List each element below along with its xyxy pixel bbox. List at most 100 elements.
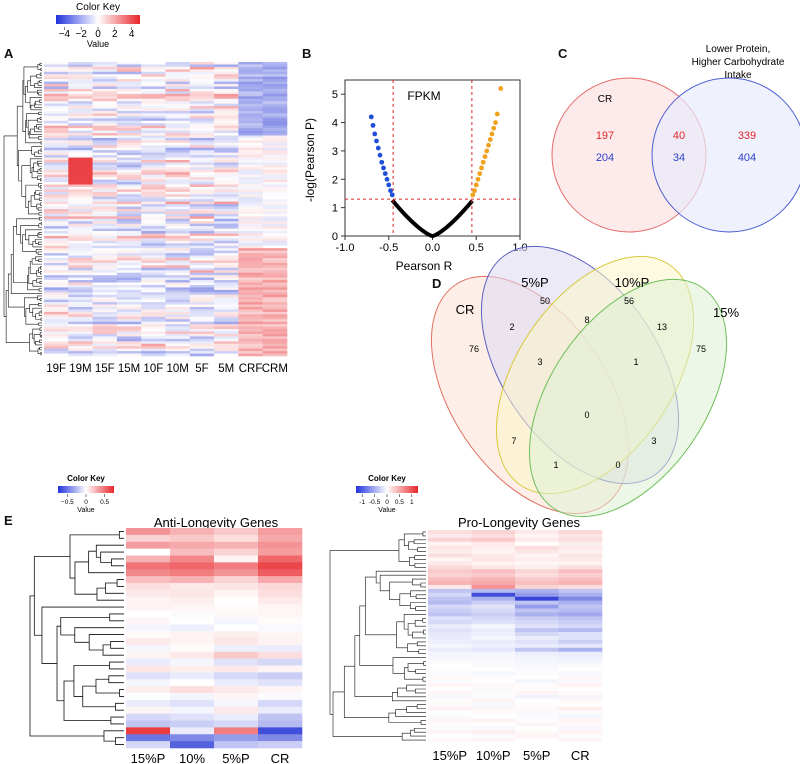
heatmap-a-cell	[44, 262, 69, 266]
heatmap-a-cell	[68, 314, 93, 318]
heatmap-a-cell	[68, 123, 93, 126]
venn4-label-5p: 5%P	[521, 275, 548, 290]
heatmap-a-cell	[116, 292, 142, 296]
heatmap-a-cell	[92, 162, 118, 166]
heatmap-a-cell	[262, 128, 288, 131]
heatmap-a-cell	[189, 204, 215, 207]
dendrogram-branch	[29, 595, 104, 737]
dendrogram-branch	[3, 135, 18, 317]
heatmap-a-cell	[92, 316, 118, 320]
heatmap-a-cell	[165, 262, 191, 266]
heatmap-a-cell	[116, 128, 142, 131]
heatmap-a-cell	[214, 326, 239, 330]
heatmap-a-cell	[68, 199, 93, 202]
pro-longevity-cell	[558, 581, 603, 586]
heatmap-a-cell	[141, 79, 166, 82]
heatmap-a-cell	[141, 346, 166, 349]
heatmap-a-cell	[189, 336, 215, 340]
heatmap-a-cell	[68, 250, 93, 254]
heatmap-a-cell	[68, 98, 93, 102]
heatmap-a-cell	[92, 86, 118, 90]
heatmap-a-cell	[165, 351, 191, 354]
heatmap-a-cell	[238, 204, 263, 207]
heatmap-a-cell	[141, 321, 166, 325]
pro-longevity-cell	[515, 679, 559, 684]
dendrogram-branch	[416, 704, 426, 709]
anti-longevity-cell	[258, 686, 303, 694]
heatmap-a-cell	[116, 262, 142, 266]
heatmap-a-cell	[238, 123, 263, 126]
heatmap-a-cell	[262, 284, 288, 288]
heatmap-a-cell	[116, 71, 142, 75]
heatmap-a-cell	[44, 267, 69, 271]
heatmap-a-cell	[116, 309, 142, 313]
heatmap-a-cell	[238, 248, 263, 251]
heatmap-a-cell	[262, 142, 288, 146]
heatmap-a-cell	[262, 297, 288, 300]
anti-longevity-cell	[170, 734, 215, 742]
dendrogram-branch	[39, 197, 42, 201]
heatmap-a-cell	[262, 184, 288, 188]
heatmap-a-cell	[141, 172, 166, 175]
y-tick-label: 5	[332, 89, 338, 101]
anti-longevity-cell	[126, 596, 171, 604]
heatmap-a-cell	[189, 228, 215, 232]
heatmap-a-cell	[189, 145, 215, 149]
x-tick-label: -1.0	[336, 242, 355, 254]
anti-longevity-cell	[126, 528, 171, 536]
heatmap-a-cell	[68, 201, 93, 205]
heatmap-a-cell	[262, 206, 288, 210]
pro-longevity-cell	[515, 663, 559, 668]
anti-longevity-cell	[126, 603, 171, 611]
heatmap-a-cell	[238, 145, 263, 149]
heatmap-a-cell	[165, 343, 191, 347]
heatmap-a-cell	[165, 140, 191, 144]
pro-longevity-cell	[515, 710, 559, 715]
pro-longevity-cell	[471, 565, 516, 570]
heatmap-a-cell	[141, 81, 166, 85]
heatmap-a-cell	[92, 145, 118, 149]
venn-label-lp-line2: Higher Carbohydrate	[692, 57, 785, 68]
anti-longevity-cell	[258, 534, 303, 543]
heatmap-a-cell	[68, 240, 93, 244]
heatmap-a-cell	[189, 297, 215, 300]
heatmap-a-cell	[141, 307, 166, 310]
heatmap-a-cell	[165, 182, 191, 185]
pro-longevity-cell	[428, 584, 472, 590]
dendrogram-branch	[34, 126, 42, 133]
heatmap-a-cell	[262, 101, 288, 104]
heatmap-a-cell	[238, 137, 263, 141]
dendrogram-branch	[24, 297, 38, 317]
heatmap-a-cell	[141, 177, 166, 180]
heatmap-a-cell	[262, 343, 288, 347]
anti-longevity-cell	[126, 548, 171, 556]
heatmap-a-cell	[141, 115, 166, 119]
anti-longevity-cell	[214, 713, 259, 721]
heatmap-a-cell	[189, 343, 215, 347]
color-key-value-label: Value	[87, 39, 109, 49]
heatmap-a-cell	[92, 255, 118, 259]
heatmap-a-cell	[189, 353, 215, 357]
anti-longevity-cell	[214, 589, 259, 598]
scatter-point-positive	[493, 120, 498, 125]
heatmap-a-cell	[116, 284, 142, 288]
heatmap-a-cell	[92, 240, 118, 244]
key-tick-label: 2	[112, 29, 118, 40]
heatmap-a-cell	[262, 88, 288, 92]
pro-longevity-cell	[558, 608, 603, 613]
heatmap-a-cell	[44, 150, 69, 153]
anti-longevity-cell	[170, 610, 215, 618]
heatmap-a-cell	[44, 196, 69, 200]
heatmap-a-cell	[141, 150, 166, 153]
heatmap-a-cell	[165, 307, 191, 310]
heatmap-a-cell	[92, 292, 118, 296]
dendrogram-branch	[407, 663, 424, 672]
heatmap-a-cell	[165, 71, 191, 75]
heatmap-a-cell	[116, 326, 142, 330]
heatmap-a-cell	[189, 226, 215, 229]
anti-longevity-column-label: 10%	[179, 751, 205, 764]
pro-longevity-cell	[515, 581, 559, 586]
pro-longevity-cell	[471, 628, 516, 633]
heatmap-a-cell	[44, 253, 69, 256]
heatmap-a-cell	[238, 250, 263, 254]
